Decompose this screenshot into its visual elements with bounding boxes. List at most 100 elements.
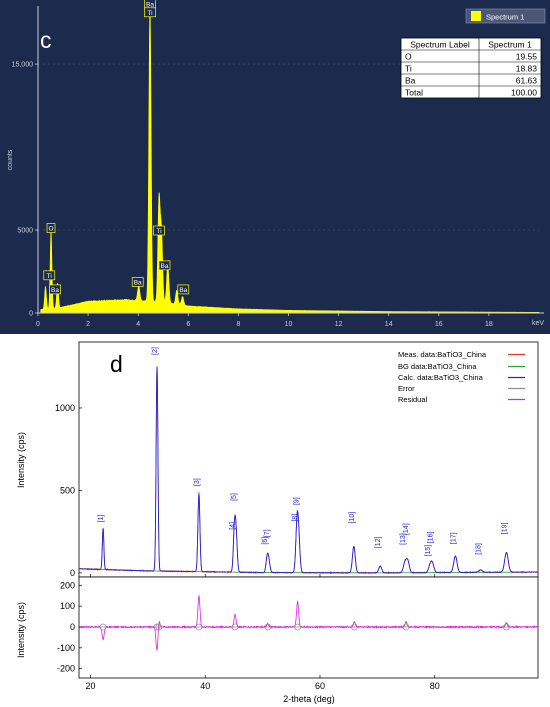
- reflection-label: [14]: [403, 523, 410, 535]
- panel-c-letter: c: [40, 27, 52, 53]
- reflection-label: [10]: [349, 512, 356, 524]
- xrd-x-tick-label: 80: [430, 681, 440, 691]
- composition-table-body: [400, 37, 542, 99]
- reflection-label: [2]: [152, 347, 159, 355]
- xrd-main-y-tick-label: 1000: [55, 403, 75, 413]
- table-row-label: Ti: [405, 64, 412, 74]
- table-row-value: 61.63: [516, 76, 538, 86]
- xrd-x-tick-label: 60: [315, 681, 325, 691]
- eds-spectrum-area: [38, 4, 540, 314]
- eds-y-axis-label: counts: [7, 149, 14, 170]
- legend-entry-measured: Meas. data:BaTiO3_China: [398, 350, 487, 359]
- eds-y-ticks: 0 5000 15,000: [12, 62, 38, 318]
- eds-grid: [38, 63, 539, 231]
- svg-text:Ba: Ba: [146, 1, 154, 8]
- xrd-residual-y-tick-label: -200: [57, 664, 75, 674]
- calculated-data-line: [79, 366, 538, 574]
- table-row-value: 18.83: [516, 64, 538, 74]
- eds-peak-label: Ti: [144, 7, 156, 18]
- xrd-residual-y-tick-label: -100: [57, 643, 75, 653]
- error-marker: [153, 623, 161, 631]
- error-marker: [264, 623, 272, 631]
- svg-text:Ba: Ba: [51, 287, 59, 294]
- eds-y-tick-label: 5000: [17, 228, 33, 235]
- eds-x-tick-label: 14: [385, 321, 393, 328]
- reflection-label: [15]: [425, 545, 432, 557]
- xrd-x-tick-label: 20: [85, 681, 95, 691]
- svg-text:Ba: Ba: [179, 287, 187, 294]
- reflection-label: [12]: [375, 536, 382, 548]
- reflection-label: [9]: [294, 497, 301, 505]
- error-marker: [155, 623, 163, 631]
- table-row-label: Total: [405, 88, 423, 98]
- eds-peak-labels: Ba Ti O Ti Ti Ba Ba Ba Ba: [43, 0, 190, 295]
- reflection-label: [16]: [427, 532, 434, 544]
- xrd-x-axis-label: 2-theta (deg): [283, 694, 335, 704]
- reflection-label: [4]: [229, 522, 236, 530]
- reflection-label: [19]: [501, 522, 508, 534]
- reflection-label: [8]: [292, 514, 299, 522]
- xrd-main-y-tick-label: 0: [70, 568, 75, 578]
- eds-x-tick-label: 16: [435, 321, 443, 328]
- eds-legend: Spectrum 1: [465, 8, 546, 24]
- eds-x-tick-label: 10: [285, 321, 293, 328]
- svg-text:Ba: Ba: [134, 279, 142, 286]
- eds-x-tick-label: 12: [335, 321, 343, 328]
- eds-x-tick-label: 18: [485, 321, 493, 328]
- composition-table: Spectrum Label Spectrum 1 O 19.55 Ti 18.…: [400, 37, 542, 99]
- error-marker: [195, 623, 203, 631]
- xrd-x-tick-label: 40: [200, 681, 210, 691]
- xrd-residual-y-tick-label: 100: [60, 601, 75, 611]
- table-row-value: 19.55: [516, 52, 538, 62]
- table-row-value: 100.00: [511, 88, 537, 98]
- eds-legend-label: Spectrum 1: [486, 13, 524, 22]
- xrd-main-plot: [1][2][3][4][5][6][7][8][9][10][12] [13][…: [79, 347, 538, 575]
- xrd-residual-y-tick-label: 200: [60, 580, 75, 590]
- eds-legend-swatch: [471, 11, 481, 21]
- eds-peak-label: O: [46, 223, 56, 233]
- table-header-spectrum: Spectrum 1: [488, 40, 532, 50]
- eds-peak-label: Ba: [177, 284, 190, 295]
- reflection-label: [1]: [98, 515, 105, 523]
- eds-x-tick-label: 2: [86, 321, 90, 328]
- error-marker: [294, 623, 301, 631]
- reflection-label: [13]: [400, 533, 407, 545]
- eds-x-ticks: 0 2 4 6 8 10 12 14 16 18: [36, 313, 493, 328]
- reflection-label: [5]: [231, 493, 238, 501]
- reflection-label: [17]: [450, 532, 457, 544]
- panel-d-letter: d: [110, 351, 123, 377]
- svg-text:Ti: Ti: [147, 10, 152, 17]
- eds-peak-label: Ba: [131, 277, 144, 287]
- xrd-residual-y-axis-label: Intensity (cps): [16, 602, 26, 658]
- reflection-label: [18]: [476, 543, 483, 555]
- residual-line: [79, 595, 538, 652]
- svg-text:Ti: Ti: [47, 273, 52, 280]
- xrd-ticks: 20 40 60 80 0 500 1000 -200 -100 0 100 200: [55, 403, 440, 691]
- error-marker: [402, 623, 410, 631]
- eds-peak-label: Ba: [144, 0, 156, 9]
- eds-x-tick-label: 0: [36, 321, 40, 328]
- error-marker: [99, 623, 107, 631]
- eds-y-tick-label: 15,000: [12, 62, 34, 69]
- legend-entry-background: BG data:BaTiO3_China: [398, 362, 477, 371]
- error-marker: [351, 623, 358, 631]
- eds-y-tick-label: 0: [29, 311, 33, 318]
- eds-legend-box: [465, 8, 546, 24]
- reflection-label: [6]: [262, 537, 269, 545]
- xrd-legend: Meas. data:BaTiO3_China BG data:BaTiO3_C…: [398, 350, 525, 404]
- legend-entry-error: Error: [398, 384, 415, 393]
- xrd-residual-plot: [79, 595, 538, 652]
- error-marker: [231, 623, 239, 631]
- eds-x-tick-label: 6: [186, 321, 190, 328]
- reflection-label: [3]: [194, 478, 201, 486]
- eds-peak-label: Ba: [49, 284, 61, 295]
- legend-entry-calculated: Calc. data:BaTiO3_China: [398, 373, 484, 382]
- svg-text:Ba: Ba: [161, 263, 169, 270]
- eds-x-tick-label: 4: [136, 321, 140, 328]
- error-marker: [503, 623, 510, 631]
- table-row-label: O: [405, 52, 412, 62]
- table-header-label: Spectrum Label: [410, 40, 470, 50]
- xrd-residual-y-tick-label: 0: [70, 622, 75, 632]
- xrd-main-y-axis-label: Intensity (cps): [16, 432, 26, 488]
